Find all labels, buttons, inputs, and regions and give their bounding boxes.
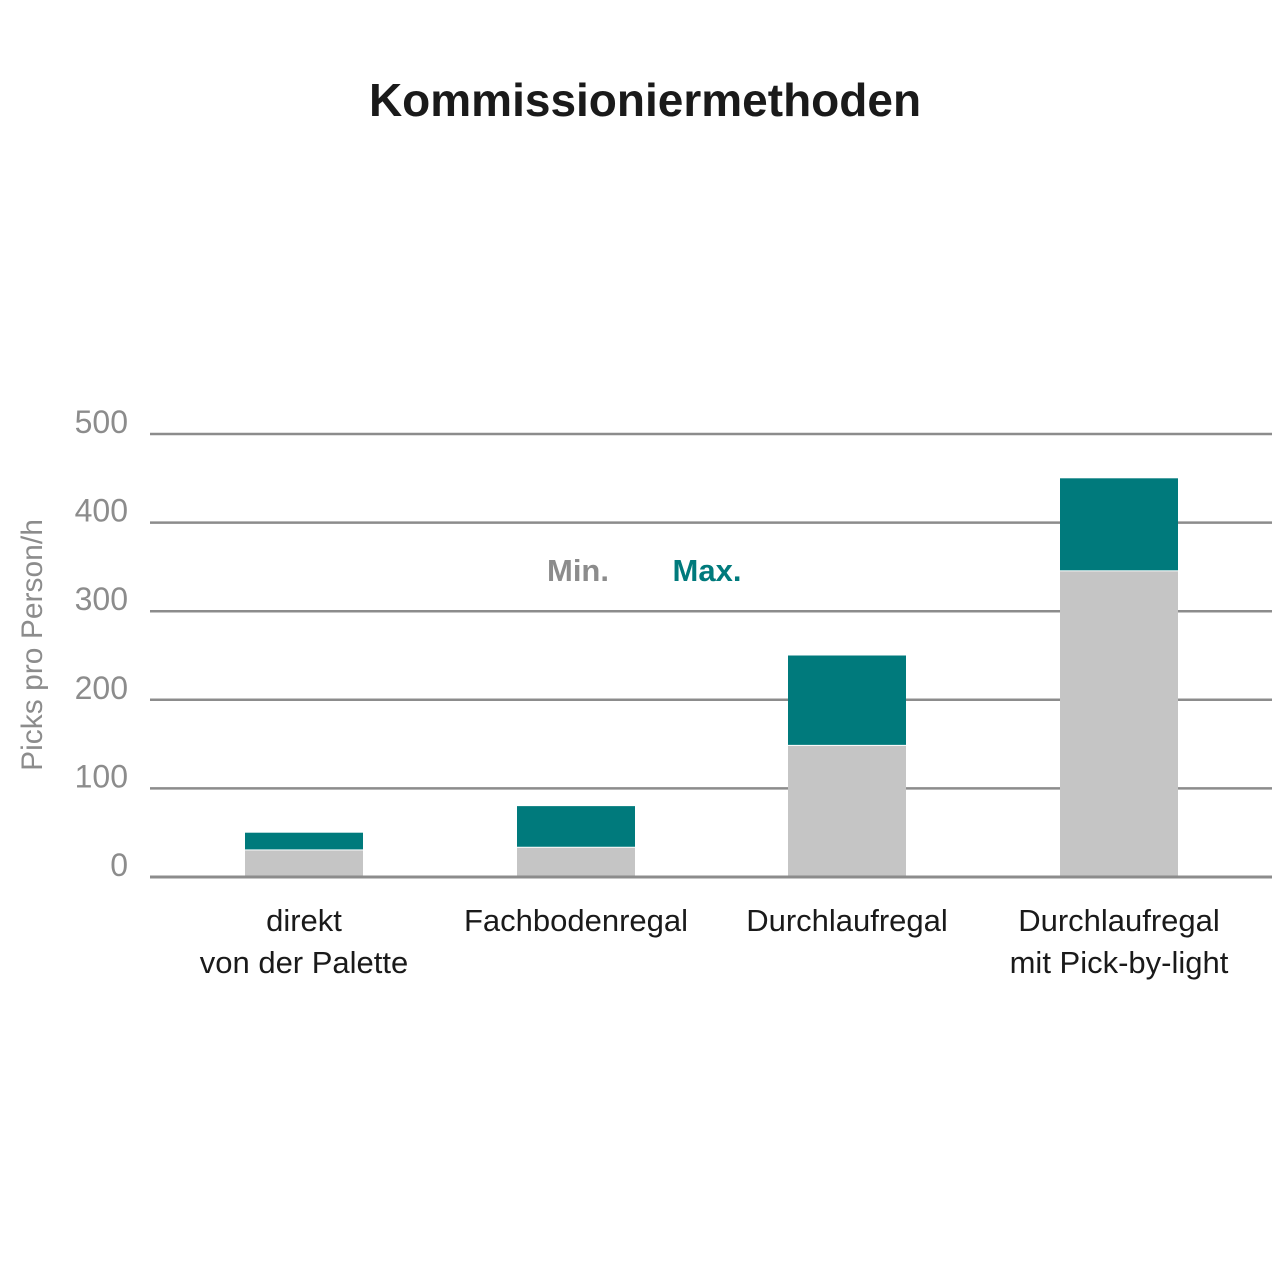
y-tick-labels: 0 100 200 300 400 500 (75, 404, 128, 883)
bar-max (245, 832, 363, 850)
category-labels: direkt von der Palette Fachbodenregal Durch… (200, 903, 1229, 980)
bar-min (245, 850, 363, 876)
y-axis-label: Picks pro Person/h (16, 519, 49, 771)
category-label: direkt (266, 903, 342, 938)
legend-min: Min. (547, 553, 609, 588)
legend-max: Max. (673, 553, 742, 588)
y-tick-label: 0 (110, 847, 128, 883)
bar-max (1060, 478, 1178, 571)
y-tick-label: 100 (75, 758, 128, 794)
y-tick-label: 200 (75, 670, 128, 706)
category-label: Fachbodenregal (464, 903, 688, 938)
bar-max (517, 806, 635, 847)
bar-min (1060, 571, 1178, 876)
category-label: mit Pick-by-light (1010, 945, 1229, 980)
bar-min (788, 745, 906, 876)
bar-min (517, 847, 635, 876)
gridlines (150, 432, 1272, 879)
legend: Min. Max. (547, 553, 741, 588)
category-label: Durchlaufregal (1018, 903, 1220, 938)
y-tick-label: 300 (75, 581, 128, 617)
bar-max (788, 655, 906, 745)
bars (245, 478, 1178, 876)
category-label: Durchlaufregal (746, 903, 948, 938)
y-tick-label: 500 (75, 404, 128, 440)
category-label: von der Palette (200, 945, 409, 980)
y-tick-label: 400 (75, 493, 128, 529)
chart-title: Kommissioniermethoden (369, 74, 921, 126)
